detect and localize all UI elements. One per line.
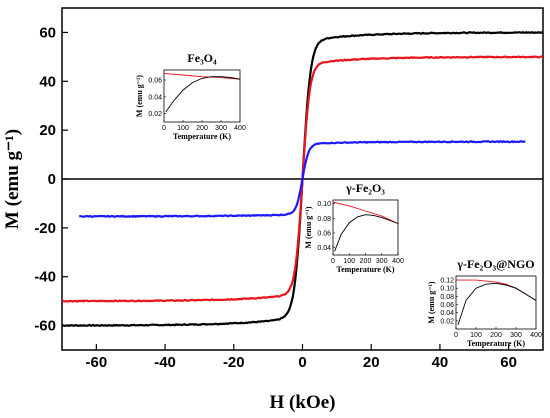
inset-x-tick-label: 300 xyxy=(376,258,388,265)
inset-x-tick-label: 200 xyxy=(360,258,372,265)
inset-y-label: M (emu g⁻¹) xyxy=(427,281,436,324)
inset-y-tick-label: 0.06 xyxy=(148,78,162,85)
inset-y-tick-label: 0.08 xyxy=(440,294,454,301)
inset-x-label: Temperature (K) xyxy=(337,265,395,274)
inset-x-label: Temperature (K) xyxy=(173,132,231,141)
inset-x-tick-label: 0 xyxy=(331,258,335,265)
inset-x-tick-label: 0 xyxy=(454,332,458,339)
y-axis-label: M (emu g⁻¹) xyxy=(2,129,23,229)
series-line-2 xyxy=(78,140,526,218)
inset-x-tick-label: 200 xyxy=(490,332,502,339)
x-tick-label: 40 xyxy=(432,354,449,371)
x-tick-label: 20 xyxy=(363,354,380,371)
inset-fc-curve xyxy=(332,201,399,224)
inset-y-tick-label: 0.10 xyxy=(317,201,331,208)
inset-y-tick-label: 0.04 xyxy=(148,94,162,101)
inset-x-tick-label: 100 xyxy=(177,125,189,132)
inset-frame xyxy=(455,275,537,330)
inset-x-tick-label: 300 xyxy=(510,332,522,339)
series-layer xyxy=(61,30,544,327)
inset-zfc-curve xyxy=(457,282,537,326)
inset-x-tick-label: 0 xyxy=(162,125,166,132)
inset-2: γ-Fe₂O₃@NGO 0 100 200 300 400 0.020.040.060.08… xyxy=(427,257,542,348)
inset-y-tick-label: 0.06 xyxy=(317,231,331,238)
x-tick-label: -40 xyxy=(154,354,176,371)
y-tick-label: -60 xyxy=(34,318,56,335)
x-axis-label: H (kOe) xyxy=(270,392,336,413)
x-tick-label: 60 xyxy=(500,354,517,371)
inset-1: γ-Fe₂O₃ 0 100 200 300 400 0.04 0.06 0.08 0.10 Temp… xyxy=(304,181,404,274)
inset-x-tick-label: 200 xyxy=(196,125,208,132)
inset-y-label: M (emu g⁻¹) xyxy=(135,75,144,118)
inset-y-label: M (emu g⁻¹) xyxy=(304,206,313,249)
inset-y-tick-label: 0.06 xyxy=(440,302,454,309)
inset-y-tick-label: 0.10 xyxy=(440,286,454,293)
x-tick-label: 0 xyxy=(298,354,306,371)
inset-x-tick-label: 100 xyxy=(470,332,482,339)
inset-x-tick-label: 400 xyxy=(234,125,246,132)
inset-y-tick-label: 0.08 xyxy=(317,216,331,223)
y-tick-label: 40 xyxy=(39,73,56,90)
inset-x-label: Temperature (K) xyxy=(467,339,525,348)
inset-x-tick-label: 300 xyxy=(215,125,227,132)
inset-x-tick-label: 400 xyxy=(392,258,404,265)
inset-y-tick-label: 0.04 xyxy=(317,245,331,252)
inset-zfc-curve xyxy=(165,76,241,113)
inset-title: γ-Fe₂O₃@NGO xyxy=(456,257,534,271)
inset-y-tick-label: 0.02 xyxy=(440,318,454,325)
inset-0: Fe₃O₄ 0 100 200 300 400 0.02 0.04 0.06 Temperatur… xyxy=(135,51,246,141)
y-tick-label: 0 xyxy=(48,171,56,188)
x-tick-label: -60 xyxy=(86,354,108,371)
inset-x-tick-label: 400 xyxy=(530,332,542,339)
y-tick-label: 60 xyxy=(39,24,56,41)
inset-y-tick-label: 0.02 xyxy=(148,111,162,118)
inset-frame xyxy=(332,199,399,256)
inset-title: Fe₃O₄ xyxy=(187,51,217,65)
y-tick-label: -20 xyxy=(34,220,56,237)
inset-zfc-curve xyxy=(334,214,399,252)
y-tick-label: 20 xyxy=(39,122,56,139)
inset-x-tick-label: 100 xyxy=(343,258,355,265)
x-tick-label: -20 xyxy=(223,354,245,371)
y-tick-label: -40 xyxy=(34,269,56,286)
ticks-layer: -60 -40 -20 0 20 40 60 -60 -40 -20 0 20 40 60 xyxy=(34,24,517,371)
inset-y-tick-label: 0.12 xyxy=(440,278,454,285)
inset-y-tick-label: 0.04 xyxy=(440,310,454,317)
inset-title: γ-Fe₂O₃ xyxy=(345,181,385,195)
